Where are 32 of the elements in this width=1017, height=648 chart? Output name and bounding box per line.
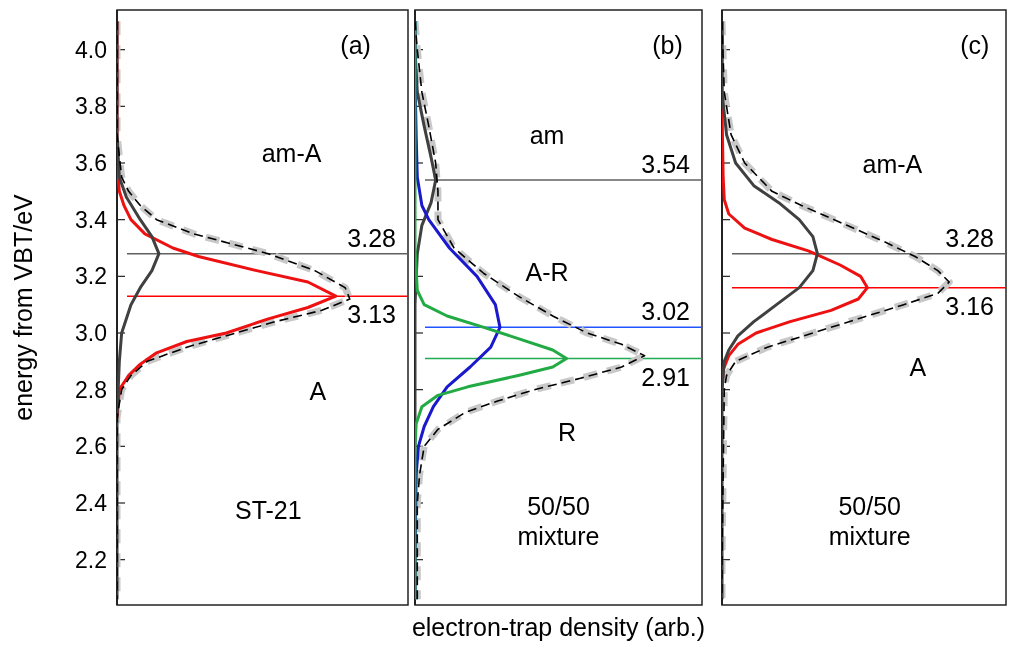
- annotation: A: [909, 352, 927, 381]
- y-axis-title: energy from VBT/eV: [9, 193, 37, 421]
- ref-line-label: 3.28: [347, 223, 396, 252]
- annotation: R: [558, 418, 577, 447]
- y-tick-label: 4.0: [75, 36, 107, 63]
- annotation: A-R: [525, 257, 569, 286]
- ref-line-label: 3.54: [641, 150, 691, 178]
- ref-line-label: 2.91: [641, 362, 690, 391]
- text: (b): [652, 31, 683, 60]
- y-tick-label: 2.4: [75, 490, 108, 517]
- annotation: (a): [340, 31, 371, 60]
- x-axis-title: electron-trap density (arb.): [411, 613, 706, 641]
- annotation: A: [309, 376, 327, 405]
- annotation: 50/50 mixture: [517, 492, 600, 551]
- y-tick-label: 2.2: [75, 546, 107, 573]
- y-tick-label: 3.4: [75, 206, 108, 233]
- annotation: am-A: [862, 150, 923, 179]
- ref-line-label: 3.16: [945, 291, 994, 320]
- text: (c): [960, 31, 990, 60]
- y-tick-label: 3.8: [75, 93, 107, 120]
- annotation: am: [529, 120, 565, 149]
- ref-line-label: 3.02: [641, 297, 690, 326]
- ref-line-label: 3.28: [945, 223, 994, 252]
- y-tick-label: 2.8: [75, 376, 107, 403]
- ref-line-label: 3.13: [347, 300, 396, 329]
- y-tick-label: 2.6: [75, 433, 107, 460]
- y-tick-label: 3.6: [75, 150, 107, 177]
- y-tick-label: 3.0: [75, 320, 107, 347]
- annotation: ST-21: [234, 495, 302, 524]
- annotation: am-A: [261, 138, 322, 167]
- y-tick-label: 3.2: [75, 263, 107, 290]
- annotation: 50/50 mixture: [828, 492, 911, 551]
